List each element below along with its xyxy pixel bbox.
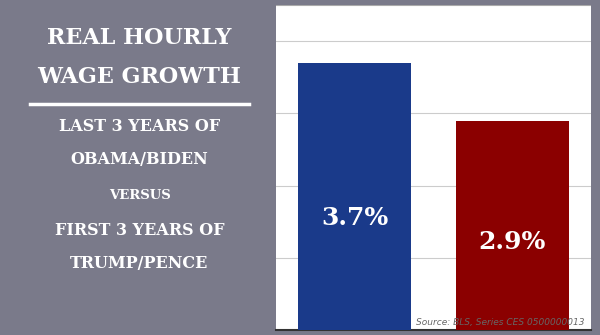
Text: 3.7%: 3.7% [321,206,388,230]
Text: OBAMA/BIDEN: OBAMA/BIDEN [71,151,208,168]
Text: Source: BLS, Series CES 0500000013: Source: BLS, Series CES 0500000013 [416,318,585,327]
Text: REAL HOURLY: REAL HOURLY [47,26,232,49]
Text: FIRST 3 YEARS OF: FIRST 3 YEARS OF [55,222,224,240]
Text: 2.9%: 2.9% [479,230,546,254]
Text: TRUMP/PENCE: TRUMP/PENCE [70,255,209,272]
Bar [298,63,412,330]
Text: LAST 3 YEARS OF: LAST 3 YEARS OF [59,118,220,135]
Text: VERSUS: VERSUS [109,189,170,202]
Bar [455,121,569,330]
Text: WAGE GROWTH: WAGE GROWTH [38,66,241,87]
